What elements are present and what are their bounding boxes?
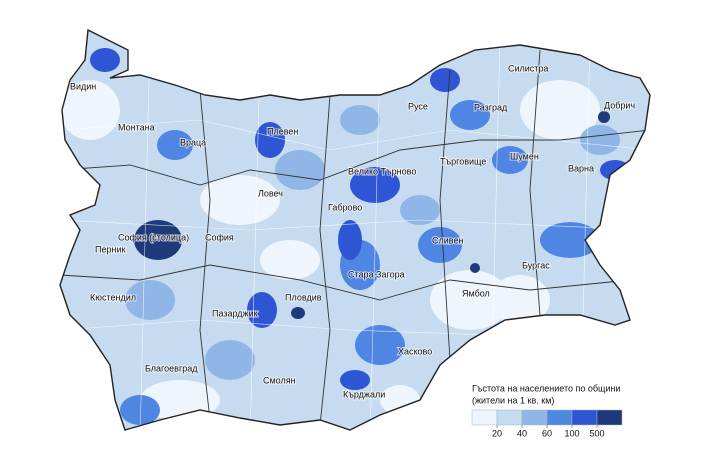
legend-tick-label: 40	[517, 428, 527, 438]
legend-tick-label: 100	[564, 428, 579, 438]
country-outline	[59, 28, 651, 431]
city-label: Разград	[474, 102, 508, 112]
legend-swatch	[496, 409, 523, 426]
city-labels: Видин Силистра Русе Добрич Разград Монтана Пле…	[69, 62, 636, 400]
legend-tick-label: 20	[492, 428, 502, 438]
city-label: Велико Търново	[348, 166, 416, 176]
city-label: Видин	[70, 81, 96, 91]
city-label: София (столица)	[118, 232, 189, 242]
city-label: Хасково	[398, 346, 432, 356]
city-label: Силистра	[508, 63, 548, 73]
city-label: Шумен	[510, 151, 539, 161]
city-label: Сливен	[432, 235, 463, 245]
city-label: Пазарджик	[212, 308, 258, 318]
city-label: Добрич	[604, 100, 635, 110]
legend: Гъстота на населението по общини (жители …	[471, 383, 623, 438]
city-label: Ловеч	[258, 188, 283, 198]
city-label: Бургас	[522, 260, 550, 270]
legend-swatch	[571, 409, 598, 426]
city-label: Стара Загора	[348, 269, 405, 279]
legend-tick-label: 500	[589, 428, 604, 438]
legend-swatch	[471, 409, 498, 426]
legend-tick-label: 60	[542, 428, 552, 438]
city-label: Смолян	[263, 375, 296, 385]
city-label: Ямбол	[462, 288, 490, 298]
city-label: София	[205, 232, 234, 242]
city-label: Кърджали	[343, 389, 385, 399]
city-label: Пловдив	[285, 292, 322, 302]
legend-swatch	[596, 409, 623, 426]
city-label: Перник	[95, 244, 125, 254]
legend-swatch	[546, 409, 573, 426]
city-label: Русе	[408, 101, 428, 111]
legend-title: Гъстота на населението по общини	[472, 383, 620, 393]
city-label: Кюстендил	[90, 292, 136, 302]
city-label: Плевен	[267, 126, 298, 136]
legend-swatch	[521, 409, 548, 426]
legend-title: (жители на 1 кв. км)	[472, 395, 554, 405]
city-label: Монтана	[118, 122, 155, 132]
city-label: Враца	[180, 137, 206, 147]
city-label: Варна	[568, 163, 594, 173]
city-label: Благоевград	[145, 363, 198, 373]
city-label: Търговище	[440, 156, 486, 166]
city-label: Габрово	[328, 202, 362, 212]
